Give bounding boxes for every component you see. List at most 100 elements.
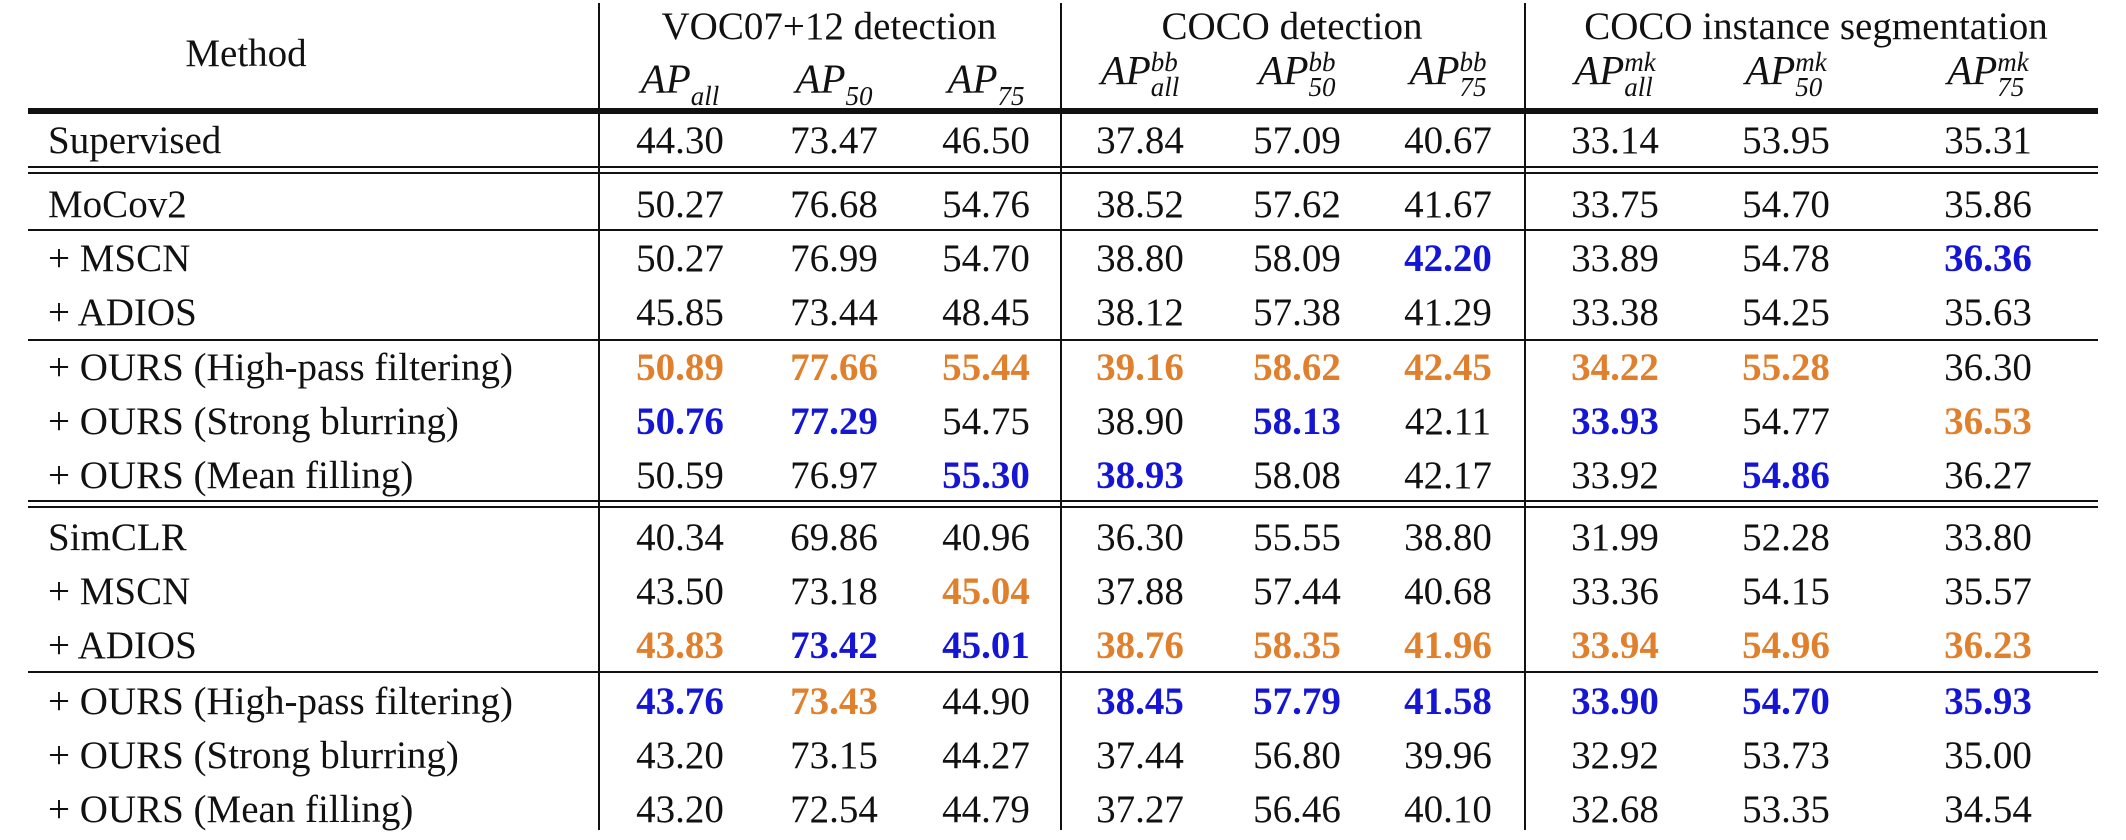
column-divider: [1524, 3, 1526, 830]
row-rule: [28, 671, 2098, 673]
metric-header: AP bb 75: [1409, 47, 1487, 102]
table-cell: 76.68: [790, 183, 878, 226]
table-cell: 41.67: [1404, 183, 1492, 226]
method-name: + OURS (Mean filling): [48, 454, 414, 497]
table-cell: 38.76: [1096, 624, 1184, 667]
table-cell: 35.63: [1944, 291, 2032, 334]
metric-superscript: [846, 58, 873, 76]
table-cell: 45.04: [942, 570, 1030, 613]
group-header-coco-detection: COCO detection: [1161, 5, 1423, 48]
table-cell: 43.20: [636, 788, 724, 831]
table-cell: 76.99: [790, 237, 878, 280]
table-cell: 32.92: [1571, 734, 1659, 777]
metric-scripts: mk 50: [1795, 49, 1826, 101]
table-cell: 33.14: [1571, 119, 1659, 162]
table-cell: 57.09: [1253, 119, 1341, 162]
method-name: + OURS (Strong blurring): [48, 734, 459, 777]
section-double-rule-bottom: [28, 506, 2098, 508]
metric-header: AP 75: [947, 58, 1025, 111]
table-cell: 43.20: [636, 734, 724, 777]
table-cell: 41.29: [1404, 291, 1492, 334]
table-cell: 36.23: [1944, 624, 2032, 667]
table-cell: 31.99: [1571, 516, 1659, 559]
table-cell: 53.95: [1742, 119, 1830, 162]
table-cell: 50.89: [636, 346, 724, 389]
table-cell: 32.68: [1571, 788, 1659, 831]
table-cell: 39.16: [1096, 346, 1184, 389]
method-header: Method: [185, 32, 307, 75]
table-cell: 35.00: [1944, 734, 2032, 777]
table-cell: 37.44: [1096, 734, 1184, 777]
table-cell: 54.86: [1742, 454, 1830, 497]
table-cell: 43.76: [636, 680, 724, 723]
table-cell: 42.20: [1404, 237, 1492, 280]
table-cell: 76.97: [790, 454, 878, 497]
method-name: + MSCN: [48, 570, 191, 613]
metric-superscript: bb: [1459, 47, 1487, 78]
table-cell: 54.77: [1742, 400, 1830, 443]
method-name: + ADIOS: [48, 291, 197, 334]
table-cell: 35.57: [1944, 570, 2032, 613]
table-cell: 40.68: [1404, 570, 1492, 613]
table-cell: 50.76: [636, 400, 724, 443]
table-cell: 43.50: [636, 570, 724, 613]
table-cell: 55.28: [1742, 346, 1830, 389]
table-cell: 35.31: [1944, 119, 2032, 162]
table-cell: 57.79: [1253, 680, 1341, 723]
metric-subscript: 75: [1459, 71, 1487, 102]
table-cell: 45.85: [636, 291, 724, 334]
table-cell: 41.58: [1404, 680, 1492, 723]
metric-base: AP: [640, 55, 691, 102]
table-cell: 36.27: [1944, 454, 2032, 497]
metric-header: AP mk 75: [1947, 47, 2029, 101]
table-cell: 50.27: [636, 237, 724, 280]
group-header-voc-detection: VOC07+12 detection: [661, 5, 997, 48]
group-header-coco-instance-segmentation: COCO instance segmentation: [1584, 5, 2048, 48]
table-cell: 35.93: [1944, 680, 2032, 723]
table-cell: 40.10: [1404, 788, 1492, 831]
metric-superscript: [691, 58, 720, 76]
metric-superscript: mk: [1997, 47, 2029, 78]
table-cell: 37.84: [1096, 119, 1184, 162]
metric-subscript: all: [1150, 71, 1180, 102]
table-cell: 33.94: [1571, 624, 1659, 667]
table-cell: 33.38: [1571, 291, 1659, 334]
metric-subscript: all: [690, 81, 720, 111]
metric-header: AP bb 50: [1258, 49, 1335, 101]
method-name: + MSCN: [48, 237, 191, 280]
table-cell: 42.17: [1404, 454, 1492, 497]
column-divider: [598, 3, 600, 830]
table-cell: 35.86: [1944, 183, 2032, 226]
table-cell: 41.96: [1404, 624, 1492, 667]
table-cell: 43.83: [636, 624, 724, 667]
metric-header: AP mk 50: [1745, 49, 1827, 101]
table-cell: 53.73: [1742, 734, 1830, 777]
table-cell: 56.46: [1253, 788, 1341, 831]
table-cell: 73.18: [790, 570, 878, 613]
table-cell: 33.92: [1571, 454, 1659, 497]
table-cell: 40.67: [1404, 119, 1492, 162]
section-double-rule-top: [28, 166, 2098, 168]
metric-scripts: mk all: [1624, 47, 1656, 101]
table-cell: 42.45: [1404, 346, 1492, 389]
metric-scripts: bb all: [1150, 49, 1180, 102]
table-cell: 54.76: [942, 183, 1030, 226]
table-cell: 57.44: [1253, 570, 1341, 613]
table-cell: 36.30: [1944, 346, 2032, 389]
table-cell: 37.27: [1096, 788, 1184, 831]
table-cell: 38.90: [1096, 400, 1184, 443]
table-cell: 44.79: [942, 788, 1030, 831]
table-cell: 58.08: [1253, 454, 1341, 497]
metric-superscript: mk: [1624, 47, 1656, 78]
table-cell: 54.70: [1742, 183, 1830, 226]
table-cell: 54.70: [1742, 680, 1830, 723]
metric-base: AP: [1409, 47, 1460, 93]
table-cell: 38.45: [1096, 680, 1184, 723]
metric-base: AP: [1100, 47, 1151, 93]
metric-subscript: 75: [997, 81, 1025, 111]
table-cell: 33.80: [1944, 516, 2032, 559]
header-thick-rule: [28, 108, 2098, 114]
table-cell: 38.80: [1404, 516, 1492, 559]
table-cell: 36.36: [1944, 237, 2032, 280]
table-cell: 48.45: [942, 291, 1030, 334]
